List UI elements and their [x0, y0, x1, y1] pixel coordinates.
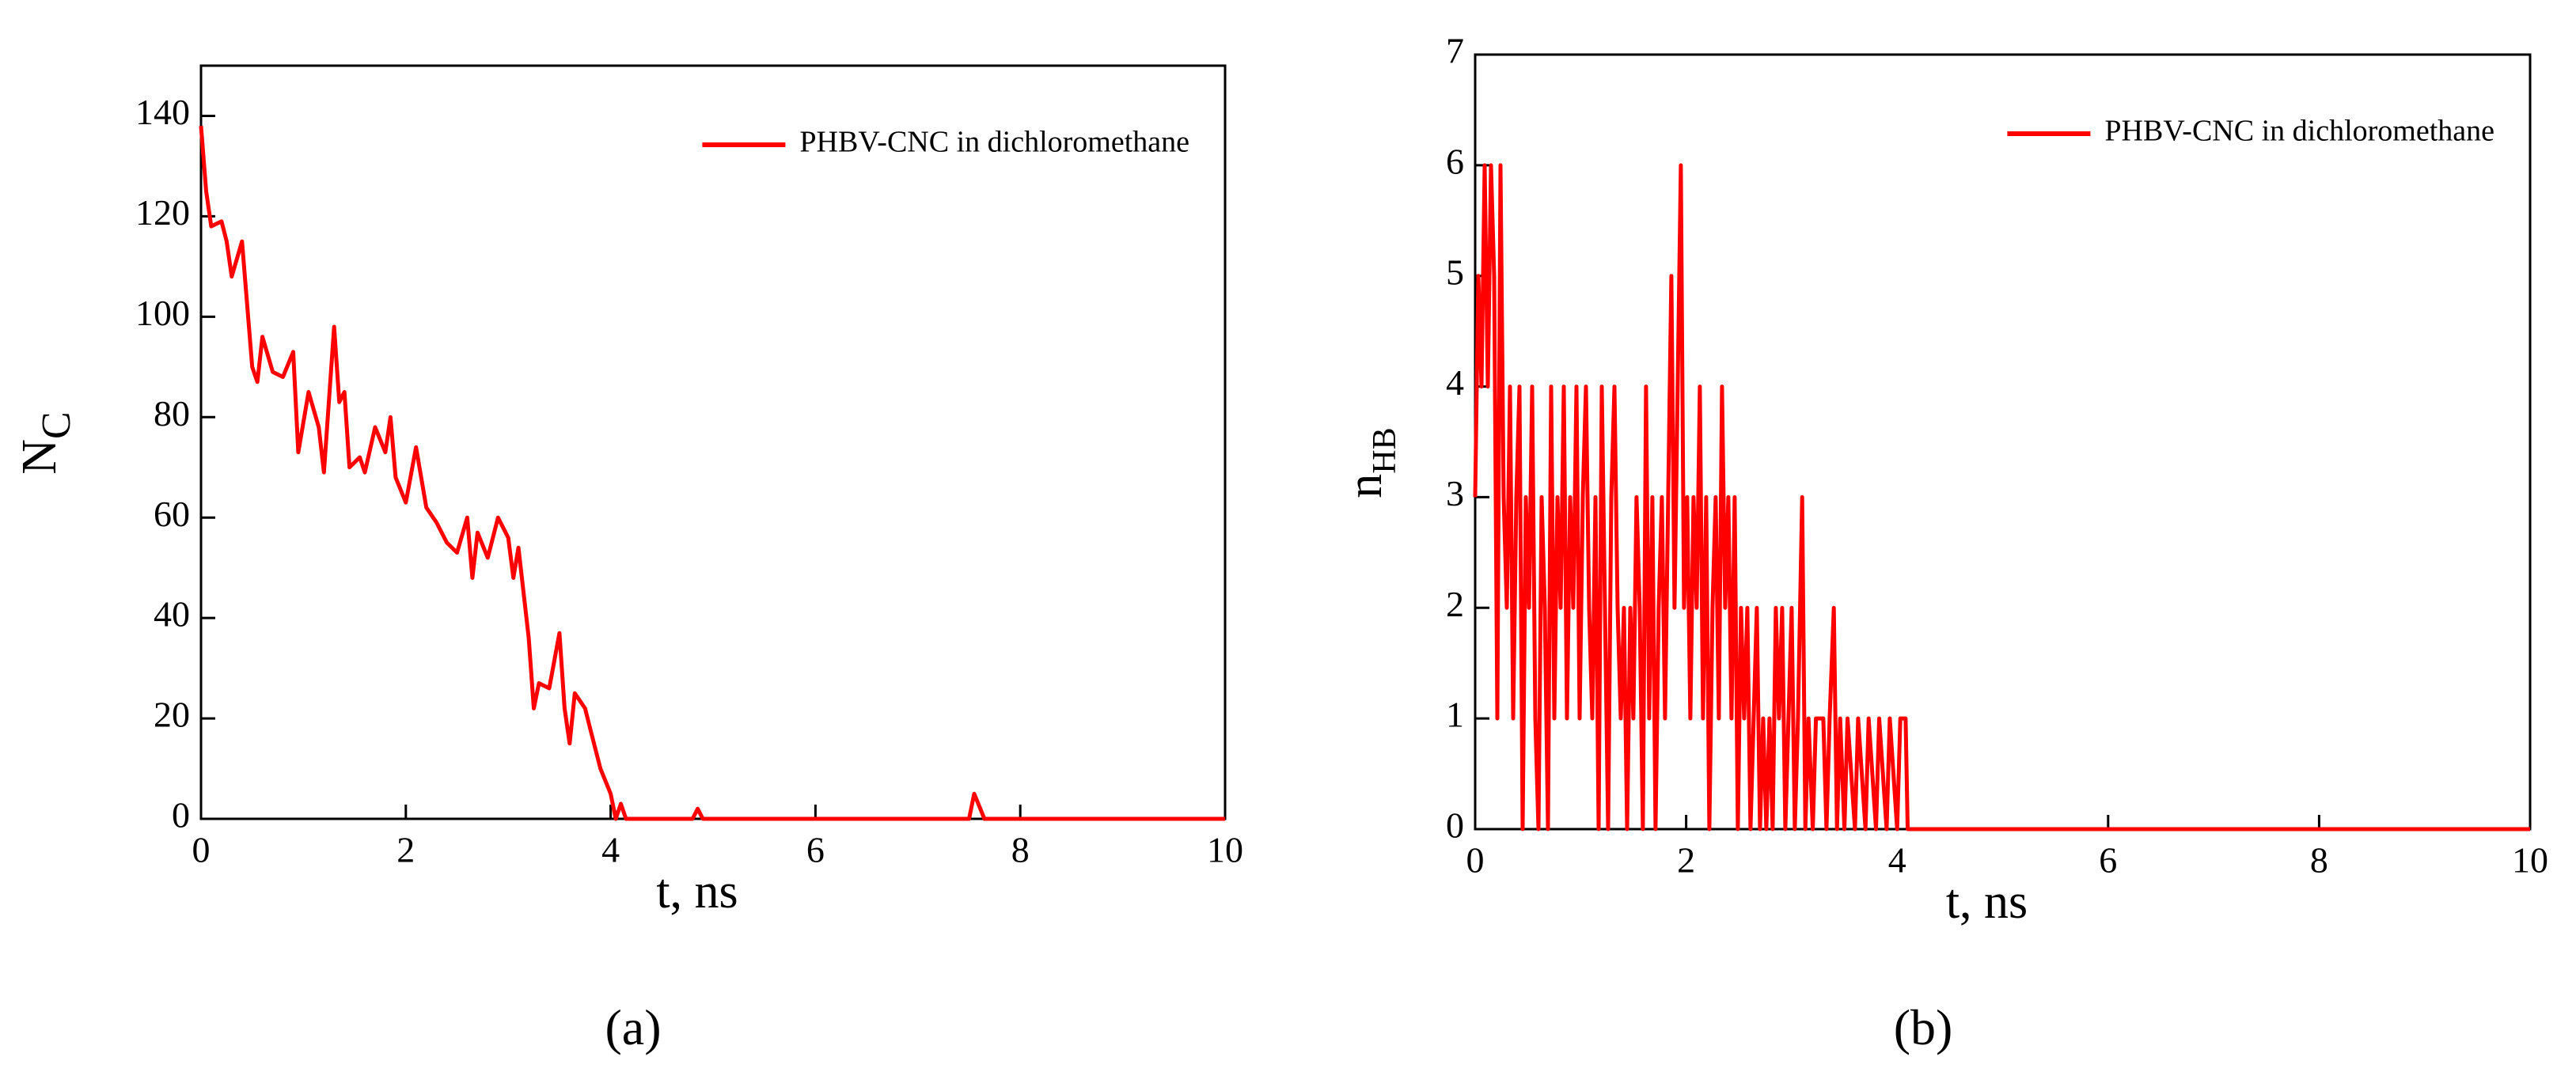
y-tick-label: 0: [1446, 805, 1464, 846]
y-tick-label: 20: [154, 695, 190, 735]
y-tick-label: 3: [1446, 473, 1464, 513]
x-tick-label: 4: [1888, 840, 1906, 881]
y-axis-label: nHB: [1338, 427, 1403, 498]
x-tick-label: 4: [601, 830, 620, 870]
data-line: [199, 126, 1225, 821]
y-tick-label: 100: [135, 293, 190, 333]
x-tick-label: 10: [1207, 830, 1243, 870]
x-tick-label: 8: [2310, 840, 2328, 881]
y-tick-label: 60: [154, 494, 190, 534]
legend-text: PHBV-CNC in dichloromethane: [799, 126, 1189, 159]
data-line: [1473, 163, 2530, 831]
y-tick-label: 6: [1446, 141, 1464, 181]
x-tick-label: 8: [1011, 830, 1030, 870]
x-axis-label: t, ns: [1946, 875, 2028, 929]
y-tick-label: 40: [154, 594, 190, 634]
y-axis-label-subscript: HB: [1367, 427, 1403, 473]
x-tick-label: 6: [806, 830, 825, 870]
chart-panel: 0 2 4 6 8 10 0 1 2 3 4 5 6 7 t, ns nHB (b) PHBV-CNC in di…: [1338, 31, 2548, 1055]
y-tick-label: 7: [1446, 31, 1464, 71]
y-tick-label: 80: [154, 393, 190, 434]
y-axis-label-main: N: [13, 439, 66, 475]
x-tick-label: 2: [1677, 840, 1695, 881]
x-tick-label: 0: [192, 830, 211, 870]
x-tick-label: 2: [396, 830, 415, 870]
y-tick-label: 0: [172, 795, 190, 835]
x-tick-label: 0: [1466, 840, 1485, 881]
y-axis-label-main: n: [1338, 474, 1392, 498]
x-tick-label: 6: [2099, 840, 2117, 881]
y-axis-label-subscript: C: [34, 411, 79, 439]
x-tick-label: 10: [2512, 840, 2548, 881]
y-tick-label: 5: [1446, 252, 1464, 292]
panel-caption: (b): [1894, 999, 1953, 1055]
y-tick-label: 2: [1446, 584, 1464, 624]
y-tick-label: 4: [1446, 362, 1464, 403]
plot-frame: [199, 64, 1227, 820]
y-tick-label: 1: [1446, 695, 1464, 735]
legend-text: PHBV-CNC in dichloromethane: [2104, 115, 2494, 148]
y-tick-label: 140: [135, 92, 190, 132]
panel-caption: (a): [605, 999, 661, 1055]
x-axis-label: t, ns: [656, 865, 738, 919]
y-axis-label: NC: [13, 411, 79, 474]
y-tick-label: 120: [135, 192, 190, 233]
